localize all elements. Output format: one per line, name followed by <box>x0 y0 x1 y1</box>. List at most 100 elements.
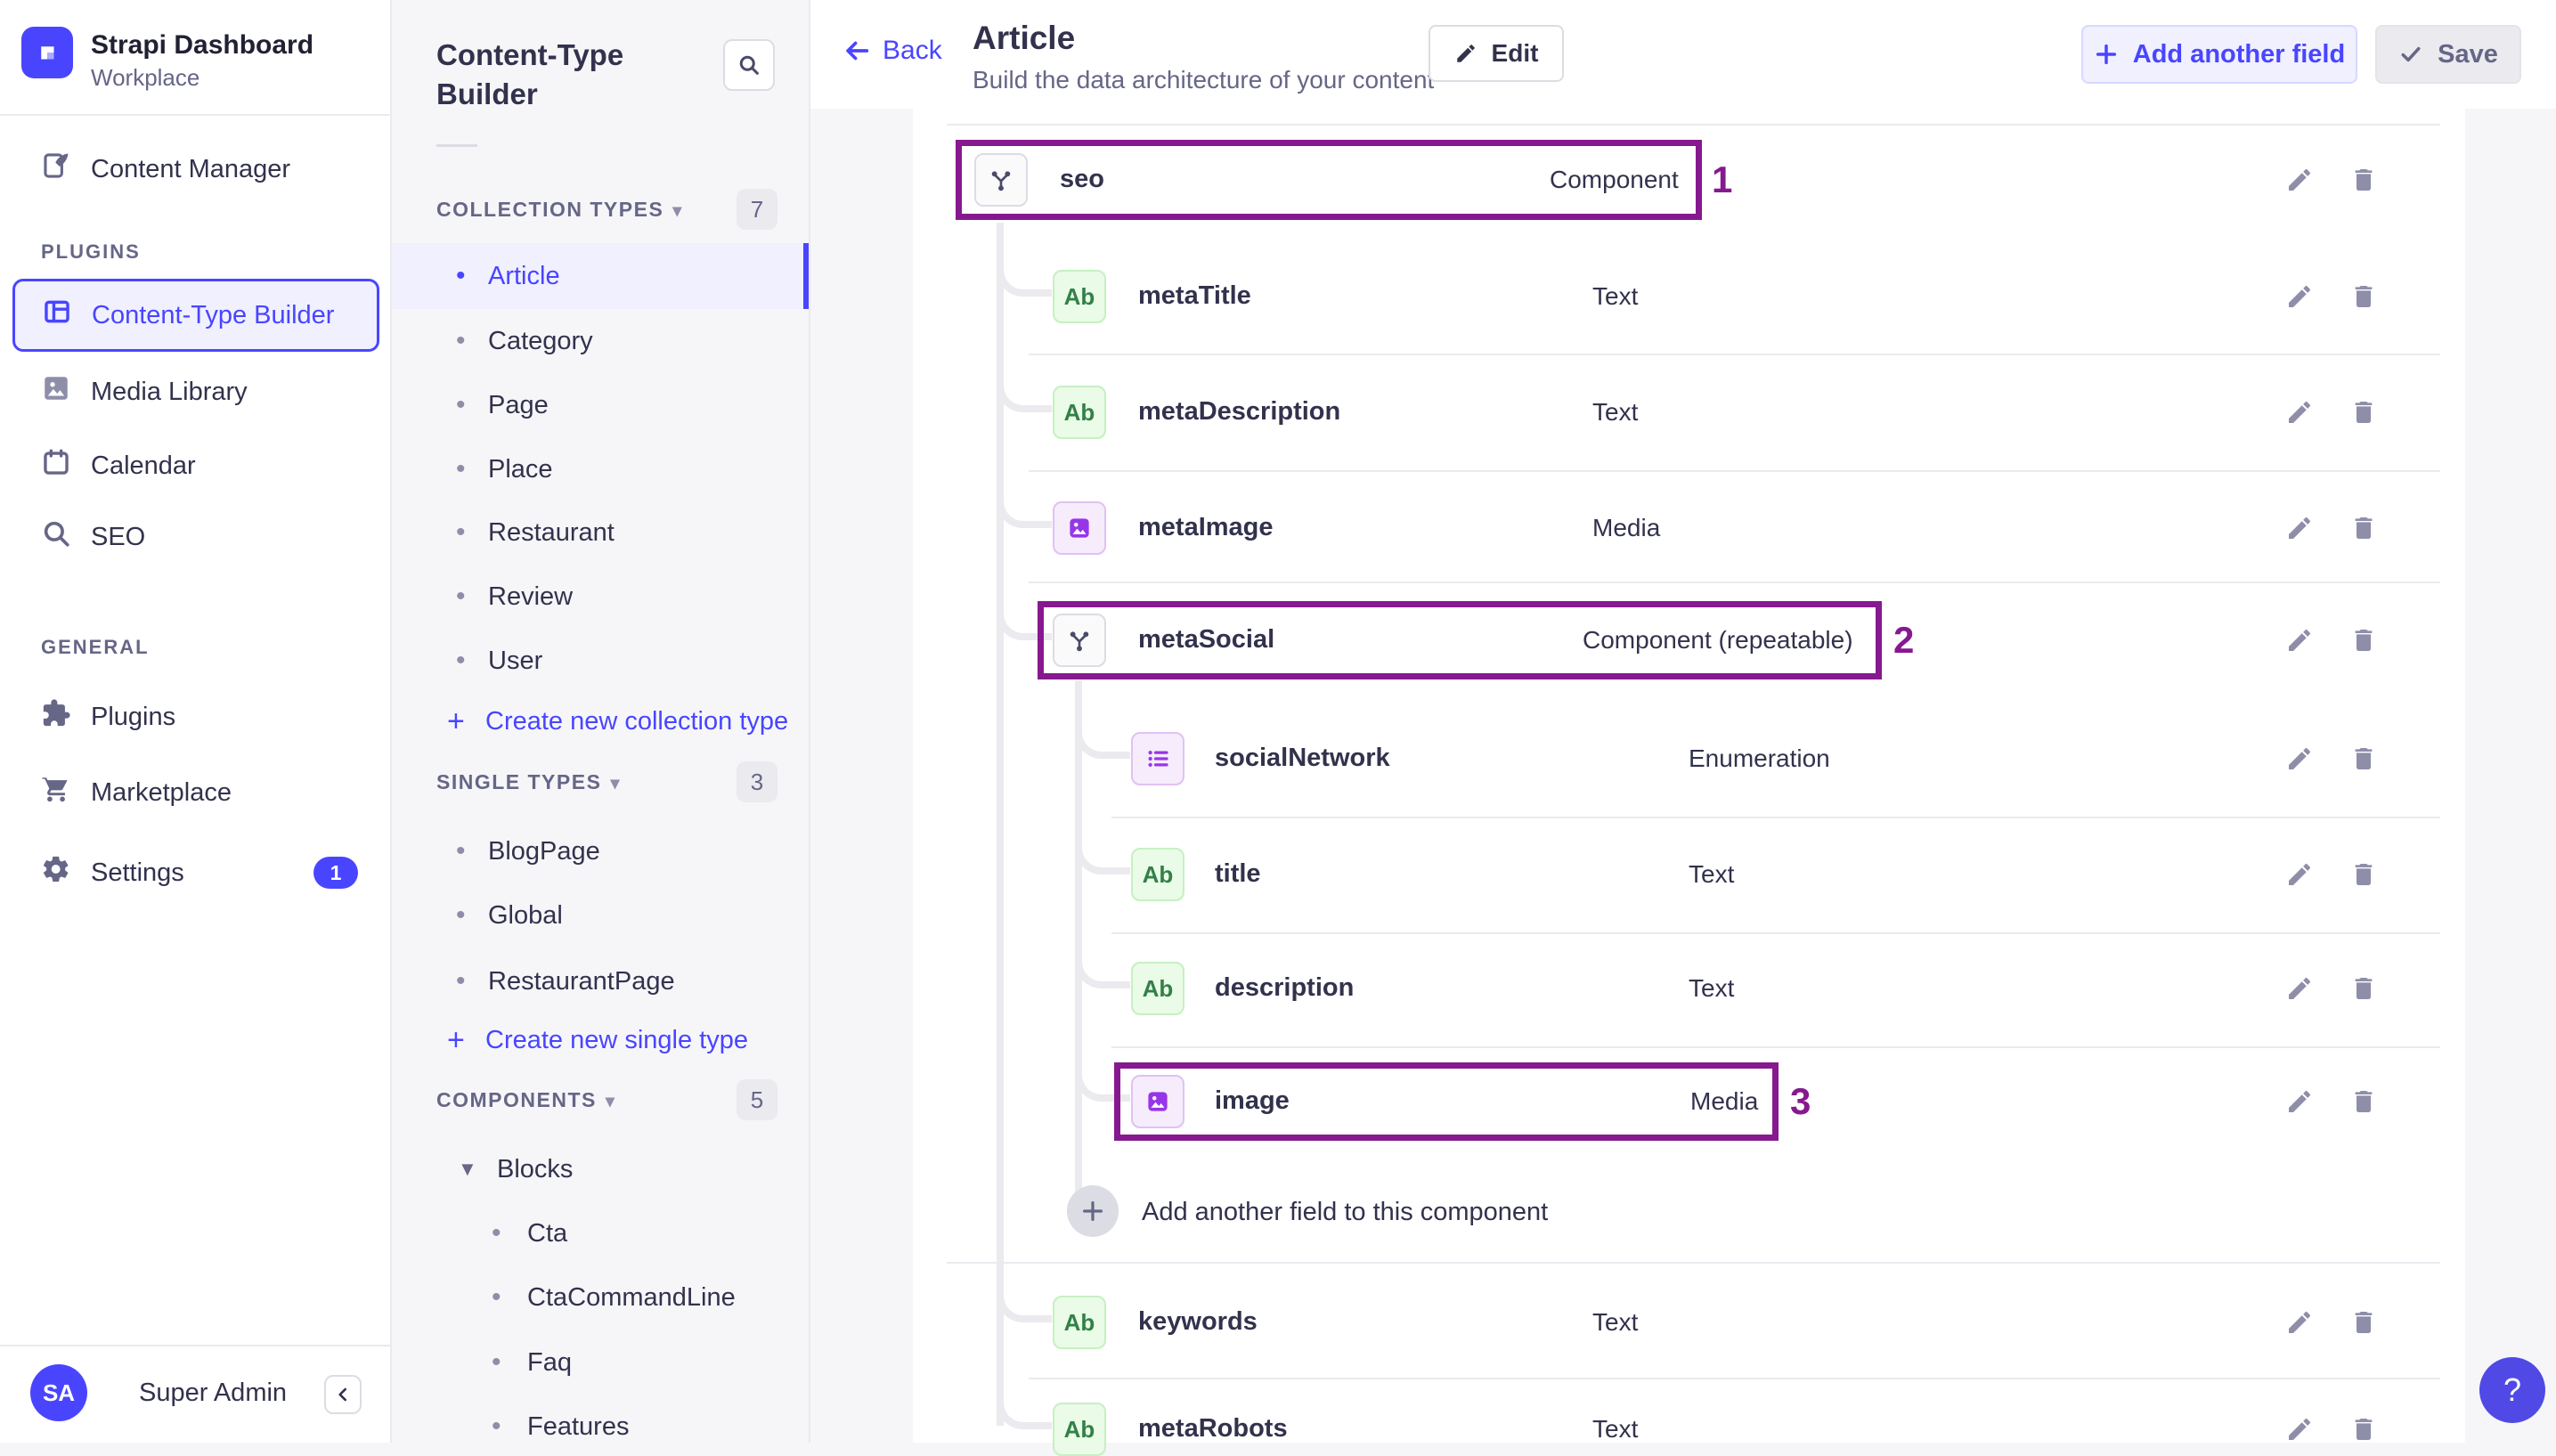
collapse-sidebar-button[interactable] <box>324 1375 362 1414</box>
collection-type-restaurant[interactable]: • Restaurant <box>456 517 615 547</box>
collection-types-header[interactable]: COLLECTION TYPES ▾ <box>436 198 683 221</box>
sidebar-item-content-manager[interactable]: Content Manager <box>0 141 392 198</box>
text-field-icon: Ab <box>1053 1296 1106 1349</box>
single-type-blogpage[interactable]: • BlogPage <box>456 836 600 866</box>
text-field-icon: Ab <box>1053 386 1106 439</box>
edit-field-button[interactable] <box>2282 1084 2317 1119</box>
cart-icon <box>41 774 71 811</box>
delete-field-button[interactable] <box>2346 971 2381 1006</box>
single-type-global[interactable]: • Global <box>456 900 563 930</box>
tree-branch <box>997 596 1052 640</box>
components-count: 5 <box>737 1079 777 1120</box>
divider <box>0 1345 392 1346</box>
delete-field-button[interactable] <box>2346 279 2381 314</box>
collection-type-review[interactable]: • Review <box>456 582 574 611</box>
field-name: metaRobots <box>1138 1414 1288 1443</box>
component-faq[interactable]: • Faq <box>492 1347 572 1377</box>
media-field-icon <box>1053 501 1106 555</box>
sidebar-item-calendar[interactable]: Calendar <box>0 437 392 494</box>
sidebar-item-settings[interactable]: Settings <box>0 844 392 901</box>
sidebar-item-plugins[interactable]: Plugins <box>0 688 392 745</box>
collection-type-place[interactable]: • Place <box>456 454 553 484</box>
collection-type-category[interactable]: • Category <box>456 326 593 355</box>
delete-field-button[interactable] <box>2346 162 2381 198</box>
edit-field-button[interactable] <box>2282 741 2317 777</box>
collection-type-user[interactable]: • User <box>456 646 543 675</box>
create-single-type-link[interactable]: + Create new single type <box>447 1022 748 1057</box>
component-features[interactable]: • Features <box>492 1411 630 1441</box>
components-header[interactable]: COMPONENTS ▾ <box>436 1088 616 1111</box>
tree-branch <box>1075 1057 1130 1102</box>
single-types-header[interactable]: SINGLE TYPES ▾ <box>436 770 621 793</box>
edit-field-button[interactable] <box>2282 395 2317 430</box>
chevron-left-icon <box>338 1387 347 1402</box>
collection-types-count: 7 <box>737 189 777 230</box>
pencil-icon <box>1456 45 1475 62</box>
create-collection-type-link[interactable]: + Create new collection type <box>447 704 789 738</box>
edit-field-button[interactable] <box>2282 857 2317 892</box>
edit-button[interactable]: Edit <box>1429 25 1564 82</box>
collection-type-page[interactable]: • Page <box>456 390 549 419</box>
edit-field-button[interactable] <box>2282 971 2317 1006</box>
image-icon <box>41 373 71 411</box>
avatar[interactable]: SA <box>30 1364 87 1421</box>
bullet-icon: • <box>456 582 466 611</box>
search-button[interactable] <box>723 39 775 91</box>
component-group-blocks[interactable]: ▼ Blocks <box>458 1154 574 1184</box>
delete-field-button[interactable] <box>2346 395 2381 430</box>
edit-field-button[interactable] <box>2282 162 2317 198</box>
layout-grid-icon <box>42 297 72 334</box>
plus-icon <box>2096 44 2116 65</box>
app-title: Strapi Dashboard <box>91 30 314 60</box>
field-name: title <box>1215 859 1261 888</box>
delete-field-button[interactable] <box>2346 1084 2381 1119</box>
tree-branch <box>997 368 1052 412</box>
edit-field-button[interactable] <box>2282 510 2317 546</box>
single-type-restaurantpage[interactable]: • RestaurantPage <box>456 966 675 996</box>
save-button[interactable]: Save <box>2375 25 2521 84</box>
tree-line <box>997 223 1004 1426</box>
add-component-field-button[interactable] <box>1067 1185 1119 1237</box>
edit-field-button[interactable] <box>2282 622 2317 658</box>
field-name: socialNetwork <box>1215 744 1390 772</box>
sidebar-item-label: Media Library <box>91 377 248 406</box>
delete-field-button[interactable] <box>2346 741 2381 777</box>
row-separator <box>1029 354 2440 355</box>
delete-field-button[interactable] <box>2346 1305 2381 1340</box>
field-type: Text <box>1592 398 1639 426</box>
delete-field-button[interactable] <box>2346 510 2381 546</box>
delete-field-button[interactable] <box>2346 622 2381 658</box>
delete-field-button[interactable] <box>2346 1411 2381 1447</box>
sidebar-item-label: Plugins <box>91 702 176 731</box>
add-another-field-button[interactable]: Add another field <box>2081 25 2357 84</box>
tree-branch <box>997 1385 1052 1429</box>
active-item-highlight <box>392 243 809 309</box>
bullet-icon: • <box>456 326 466 355</box>
delete-field-button[interactable] <box>2346 857 2381 892</box>
bullet-icon: • <box>456 966 466 996</box>
edit-field-button[interactable] <box>2282 1411 2317 1447</box>
strapi-logo <box>21 27 73 78</box>
sidebar-item-seo[interactable]: SEO <box>0 508 392 565</box>
single-types-count: 3 <box>737 761 777 802</box>
add-component-field-label[interactable]: Add another field to this component <box>1142 1198 1549 1226</box>
field-name: image <box>1215 1086 1290 1115</box>
component-cta[interactable]: • Cta <box>492 1218 568 1248</box>
sidebar-item-label: SEO <box>91 522 146 551</box>
field-type: Component (repeatable) <box>1583 626 1853 654</box>
edit-field-button[interactable] <box>2282 1305 2317 1340</box>
help-button[interactable]: ? <box>2479 1357 2545 1423</box>
bullet-icon: • <box>456 390 466 419</box>
component-ctacommandline[interactable]: • CtaCommandLine <box>492 1282 736 1312</box>
field-name: metaSocial <box>1138 625 1275 654</box>
sidebar-item-marketplace[interactable]: Marketplace <box>0 764 392 821</box>
back-link[interactable]: Back <box>842 36 942 66</box>
sidebar-item-label: Calendar <box>91 451 196 480</box>
collection-type-article[interactable]: • Article <box>456 261 560 290</box>
sidebar-item-media-library[interactable]: Media Library <box>0 363 392 420</box>
divider <box>0 114 392 116</box>
edit-field-button[interactable] <box>2282 279 2317 314</box>
sidebar-item-label: Content-Type Builder <box>92 300 335 329</box>
check-icon <box>2401 46 2421 62</box>
sidebar-item-content-type-builder[interactable]: Content-Type Builder <box>12 279 379 352</box>
